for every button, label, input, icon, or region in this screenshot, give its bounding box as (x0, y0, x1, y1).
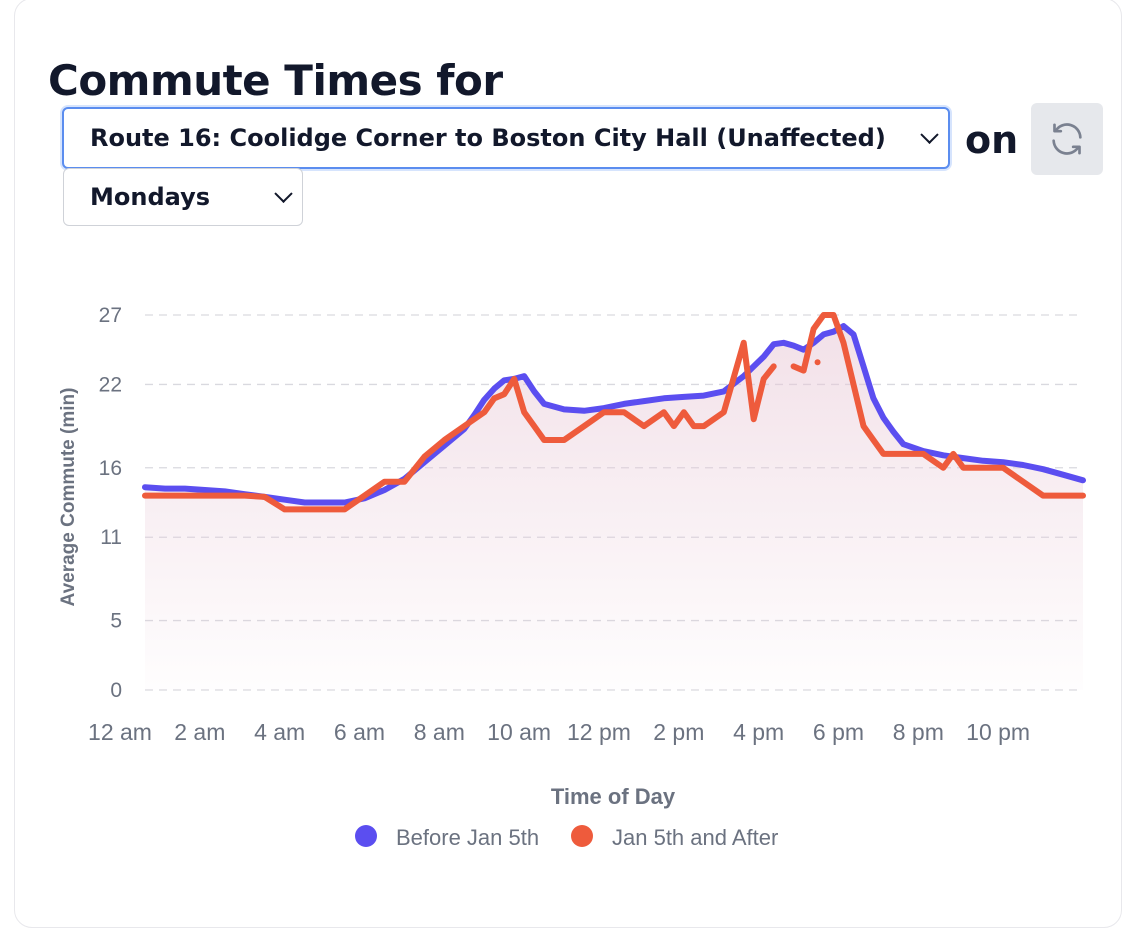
series-line-before (142, 323, 1086, 506)
series-point-after (814, 359, 821, 366)
x-tick-label: 12 pm (567, 719, 631, 745)
legend-marker-before (355, 825, 377, 847)
x-tick-label: 2 am (174, 719, 225, 745)
x-tick-label: 6 am (334, 719, 385, 745)
x-axis-label: Time of Day (551, 784, 676, 809)
y-tick-label: 5 (110, 610, 122, 633)
route-select[interactable]: Route 16: Coolidge Corner to Boston City… (62, 107, 950, 169)
legend-marker-after (571, 825, 593, 847)
day-select-value: Mondays (90, 183, 211, 211)
x-tick-label: 4 am (254, 719, 305, 745)
page-title: Commute Times for (48, 56, 503, 105)
y-tick-label: 27 (99, 304, 122, 327)
refresh-button[interactable] (1031, 103, 1103, 175)
x-tick-label: 10 pm (966, 719, 1030, 745)
x-tick-label: 10 am (487, 719, 551, 745)
x-tick-label: 12 am (88, 719, 152, 745)
x-tick-label: 8 pm (893, 719, 944, 745)
legend: Before Jan 5th Jan 5th and After (355, 825, 778, 850)
on-label: on (965, 118, 1019, 162)
legend-label-after: Jan 5th and After (612, 825, 778, 850)
area-fill (145, 326, 1083, 690)
x-tick-label: 6 pm (813, 719, 864, 745)
x-tick-label: 8 am (414, 719, 465, 745)
y-tick-label: 11 (100, 526, 122, 549)
x-tick-label: 4 pm (733, 719, 784, 745)
x-tick-label: 2 pm (653, 719, 704, 745)
y-tick-label: 16 (99, 457, 122, 480)
legend-label-before: Before Jan 5th (396, 825, 539, 850)
y-tick-label: 22 (99, 373, 122, 396)
day-select[interactable]: Mondays (63, 168, 303, 226)
y-axis-label: Average Commute (min) (58, 388, 79, 607)
route-select-value: Route 16: Coolidge Corner to Boston City… (90, 124, 886, 152)
y-tick-label: 0 (110, 679, 122, 702)
refresh-icon (1052, 123, 1082, 155)
series-line-after (142, 312, 1086, 513)
